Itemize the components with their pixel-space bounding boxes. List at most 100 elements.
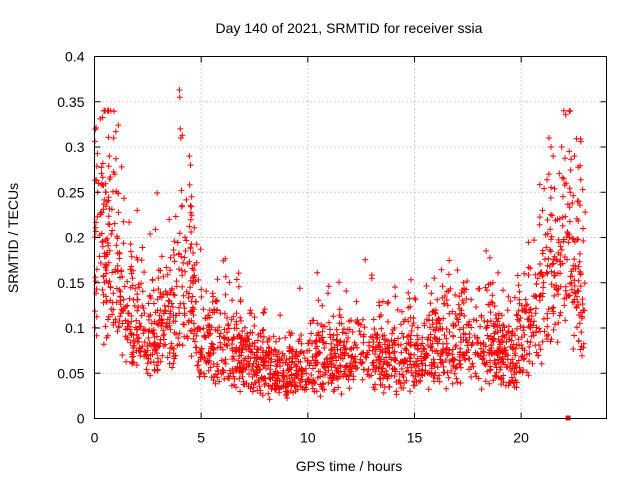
data-point [396, 377, 403, 384]
data-point [464, 349, 470, 356]
data-point [97, 260, 104, 266]
data-point [379, 298, 386, 305]
data-point [249, 349, 256, 356]
data-point [119, 320, 126, 327]
data-point [242, 355, 249, 362]
data-point [571, 277, 578, 284]
data-point [103, 334, 110, 341]
data-point [359, 316, 366, 323]
data-point [187, 245, 194, 252]
data-point [429, 308, 436, 315]
data-point [271, 346, 278, 353]
data-point [452, 322, 459, 329]
data-point [93, 290, 99, 297]
x-axis-title: GPS time / hours [296, 458, 403, 474]
data-point [410, 382, 417, 389]
data-point [181, 321, 188, 328]
data-point [419, 372, 426, 379]
data-point [513, 384, 520, 391]
data-point [134, 291, 141, 298]
data-point [334, 331, 341, 338]
data-point [579, 296, 586, 303]
data-point [445, 374, 452, 381]
data-point [502, 349, 509, 355]
data-point [378, 312, 384, 318]
data-point [317, 350, 323, 356]
data-point [457, 380, 464, 386]
data-point [579, 352, 585, 359]
data-point [576, 250, 583, 257]
data-point [229, 341, 235, 347]
data-point [149, 327, 155, 334]
data-point [183, 237, 190, 244]
data-point [92, 274, 99, 281]
data-point [233, 367, 240, 374]
data-point [498, 381, 505, 388]
data-point [98, 164, 105, 171]
data-point [266, 336, 273, 343]
data-point [156, 343, 163, 350]
data-point [124, 336, 131, 343]
data-point [230, 353, 237, 360]
data-point [425, 386, 432, 393]
data-point [381, 341, 388, 348]
data-point [436, 372, 443, 379]
data-point [405, 289, 412, 296]
data-point [326, 326, 333, 333]
data-point [305, 376, 312, 383]
data-point [161, 331, 168, 338]
data-point [529, 360, 536, 367]
data-point [562, 111, 569, 118]
data-point [491, 372, 498, 379]
data-point [537, 261, 543, 267]
data-point [579, 186, 586, 193]
data-point [390, 350, 397, 356]
data-point [509, 378, 516, 384]
data-point [231, 348, 238, 355]
data-point [413, 358, 420, 365]
data-point [138, 312, 145, 319]
data-point [335, 384, 342, 391]
data-point [499, 322, 506, 329]
data-point [515, 282, 522, 289]
data-point [108, 306, 115, 312]
data-point [505, 323, 512, 330]
data-point [384, 345, 391, 352]
data-point [461, 285, 468, 292]
data-point [298, 332, 305, 338]
data-point [371, 386, 378, 393]
data-point [440, 363, 447, 370]
data-point [407, 388, 414, 395]
data-point [175, 335, 182, 342]
data-point [135, 304, 142, 311]
data-point [483, 325, 489, 332]
data-point [521, 355, 528, 362]
data-point [336, 279, 342, 286]
data-point [98, 170, 105, 177]
data-point [571, 153, 578, 160]
data-point [412, 296, 419, 303]
data-point [540, 279, 547, 286]
data-point [147, 311, 154, 318]
data-point [464, 342, 471, 349]
data-point [111, 220, 118, 227]
data-point [468, 296, 475, 303]
data-point [235, 357, 242, 364]
data-point [379, 346, 386, 353]
data-point [377, 376, 384, 382]
data-point [548, 236, 554, 243]
data-point [403, 340, 410, 347]
data-point [147, 359, 154, 365]
data-point [463, 321, 470, 328]
data-point [235, 283, 242, 290]
data-point [563, 180, 570, 187]
data-point [126, 219, 133, 226]
data-point [191, 330, 197, 337]
data-point [365, 366, 372, 373]
data-point [518, 334, 525, 341]
data-point [354, 317, 361, 323]
data-point [288, 371, 295, 378]
data-point [445, 350, 452, 357]
data-point [578, 343, 585, 350]
data-point [249, 340, 256, 347]
